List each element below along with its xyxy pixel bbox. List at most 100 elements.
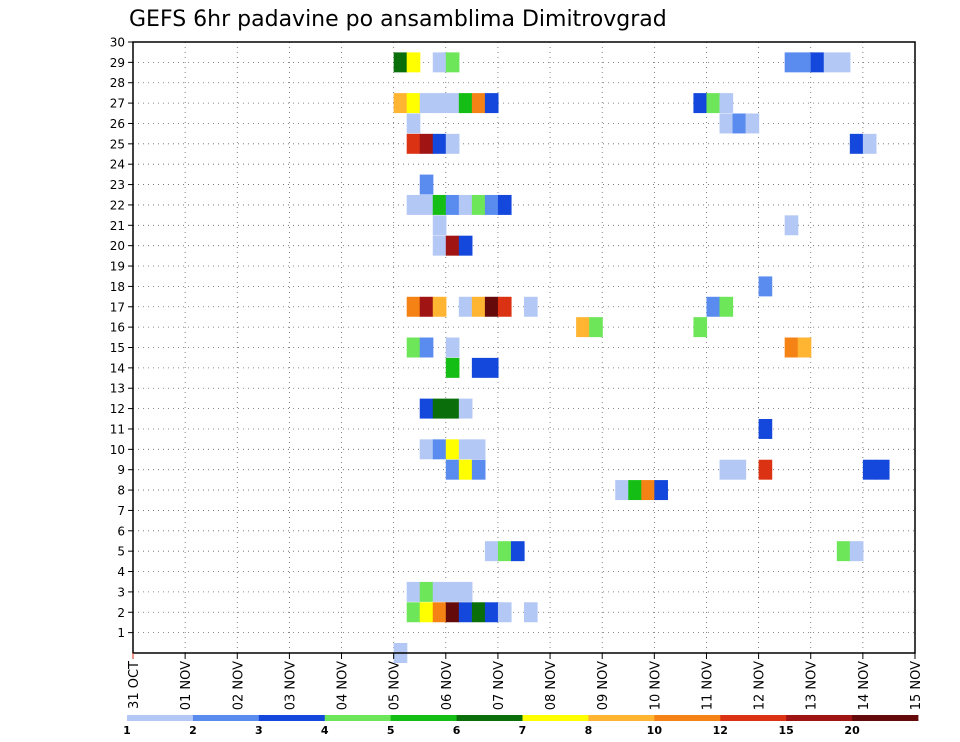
y-tick-label: 11	[110, 422, 125, 436]
precip-cell	[641, 480, 655, 501]
precip-cell	[471, 296, 486, 317]
precip-cell	[484, 93, 499, 114]
precip-cell	[432, 52, 447, 73]
colorbar-tick-label: 4	[321, 724, 329, 737]
y-tick-label: 6	[117, 524, 125, 538]
precip-cell	[524, 602, 538, 623]
colorbar-swatch	[720, 715, 787, 721]
precip-cell	[445, 602, 460, 623]
y-tick-label: 4	[117, 565, 125, 579]
precip-cell	[432, 439, 447, 460]
x-tick-label: 12 NOV	[753, 661, 768, 710]
precip-cell	[419, 337, 434, 358]
y-tick-label: 9	[117, 463, 125, 477]
precip-cell	[497, 194, 512, 215]
precip-cell	[458, 581, 473, 602]
precip-cell	[484, 602, 499, 623]
precip-cell	[419, 93, 434, 114]
precip-cell	[458, 296, 473, 317]
precip-cell	[719, 93, 734, 114]
precip-cell	[758, 459, 773, 480]
precip-cell	[406, 337, 421, 358]
colorbar-tick-label: 5	[387, 724, 395, 737]
x-tick-label: 09 NOV	[596, 661, 611, 710]
y-tick-label: 16	[110, 321, 125, 335]
precip-cell	[406, 296, 421, 317]
x-tick-label: 04 NOV	[336, 661, 351, 710]
precip-cell	[419, 398, 434, 419]
precip-cell	[406, 602, 421, 623]
precip-cell	[471, 194, 486, 215]
precip-cell	[823, 52, 838, 73]
y-tick-label: 17	[110, 300, 125, 314]
precip-cell	[393, 93, 408, 114]
y-tick-label: 30	[110, 36, 125, 50]
precip-cell	[406, 194, 421, 215]
precip-cell	[458, 602, 473, 623]
precip-cell	[471, 93, 486, 114]
precip-cell	[693, 93, 708, 114]
y-tick-label: 5	[117, 545, 125, 559]
precip-cell	[471, 459, 486, 480]
y-tick-label: 18	[110, 280, 125, 294]
y-tick-label: 12	[110, 402, 125, 416]
y-tick-label: 2	[117, 606, 125, 620]
precip-cell	[445, 337, 460, 358]
precip-cell	[719, 459, 734, 480]
precip-cell	[471, 439, 486, 460]
precip-cell	[419, 194, 434, 215]
x-tick-label: 15 NOV	[909, 661, 924, 710]
precip-cell	[576, 317, 590, 338]
precip-cell	[589, 317, 603, 338]
precip-cell	[432, 93, 447, 114]
precip-cell	[875, 459, 890, 480]
colorbar-swatch	[192, 715, 260, 721]
colorbar-swatch	[522, 715, 589, 721]
precip-cell	[654, 480, 668, 501]
colorbar-tick-label: 20	[844, 724, 860, 737]
precip-cell	[484, 194, 499, 215]
precip-cell	[719, 296, 734, 317]
precip-cell	[458, 235, 473, 256]
colorbar-swatch	[852, 715, 919, 721]
y-tick-label: 14	[110, 361, 125, 375]
y-tick-label: 8	[117, 484, 125, 498]
precip-cell	[497, 296, 512, 317]
precip-cell	[732, 459, 747, 480]
y-tick-label: 3	[117, 585, 125, 599]
precip-cell	[628, 480, 642, 501]
precip-cell	[406, 133, 421, 154]
colorbar-tick-label: 1	[123, 724, 131, 737]
precip-cell	[432, 581, 447, 602]
precip-cell	[745, 113, 760, 134]
precip-cell	[458, 398, 473, 419]
x-tick-label: 14 NOV	[857, 661, 872, 710]
x-tick-label: 31 OCT	[127, 661, 142, 709]
precip-cell	[497, 541, 512, 562]
y-tick-label: 10	[110, 443, 125, 457]
precip-cell	[797, 337, 812, 358]
y-tick-label: 22	[110, 198, 125, 212]
precip-cell	[471, 357, 486, 378]
x-tick-label: 07 NOV	[492, 661, 507, 710]
precip-cell	[862, 459, 877, 480]
x-tick-label: 01 NOV	[179, 661, 194, 710]
y-tick-label: 28	[110, 76, 125, 90]
precip-cell	[484, 541, 499, 562]
precip-cell	[836, 541, 851, 562]
precip-cell	[758, 276, 773, 297]
y-tick-label: 20	[110, 239, 125, 253]
colorbar-swatch	[786, 715, 853, 721]
precip-cell	[445, 581, 460, 602]
x-tick-label: 03 NOV	[283, 661, 298, 710]
precip-cell	[432, 235, 447, 256]
precip-cell	[784, 337, 799, 358]
x-axis-ticks: 31 OCT 01 NOV 02 NOV 03 NOV 04 NOV 05 NOV 06 N…	[127, 653, 924, 710]
colorbar: 1 2 3 4 5 6 7 8 10 12 15 20	[123, 715, 919, 737]
precip-cell	[432, 133, 447, 154]
precip-cell	[419, 439, 434, 460]
precip-cell	[732, 113, 747, 134]
precipitation-cells	[393, 52, 890, 663]
precip-cell	[484, 296, 499, 317]
